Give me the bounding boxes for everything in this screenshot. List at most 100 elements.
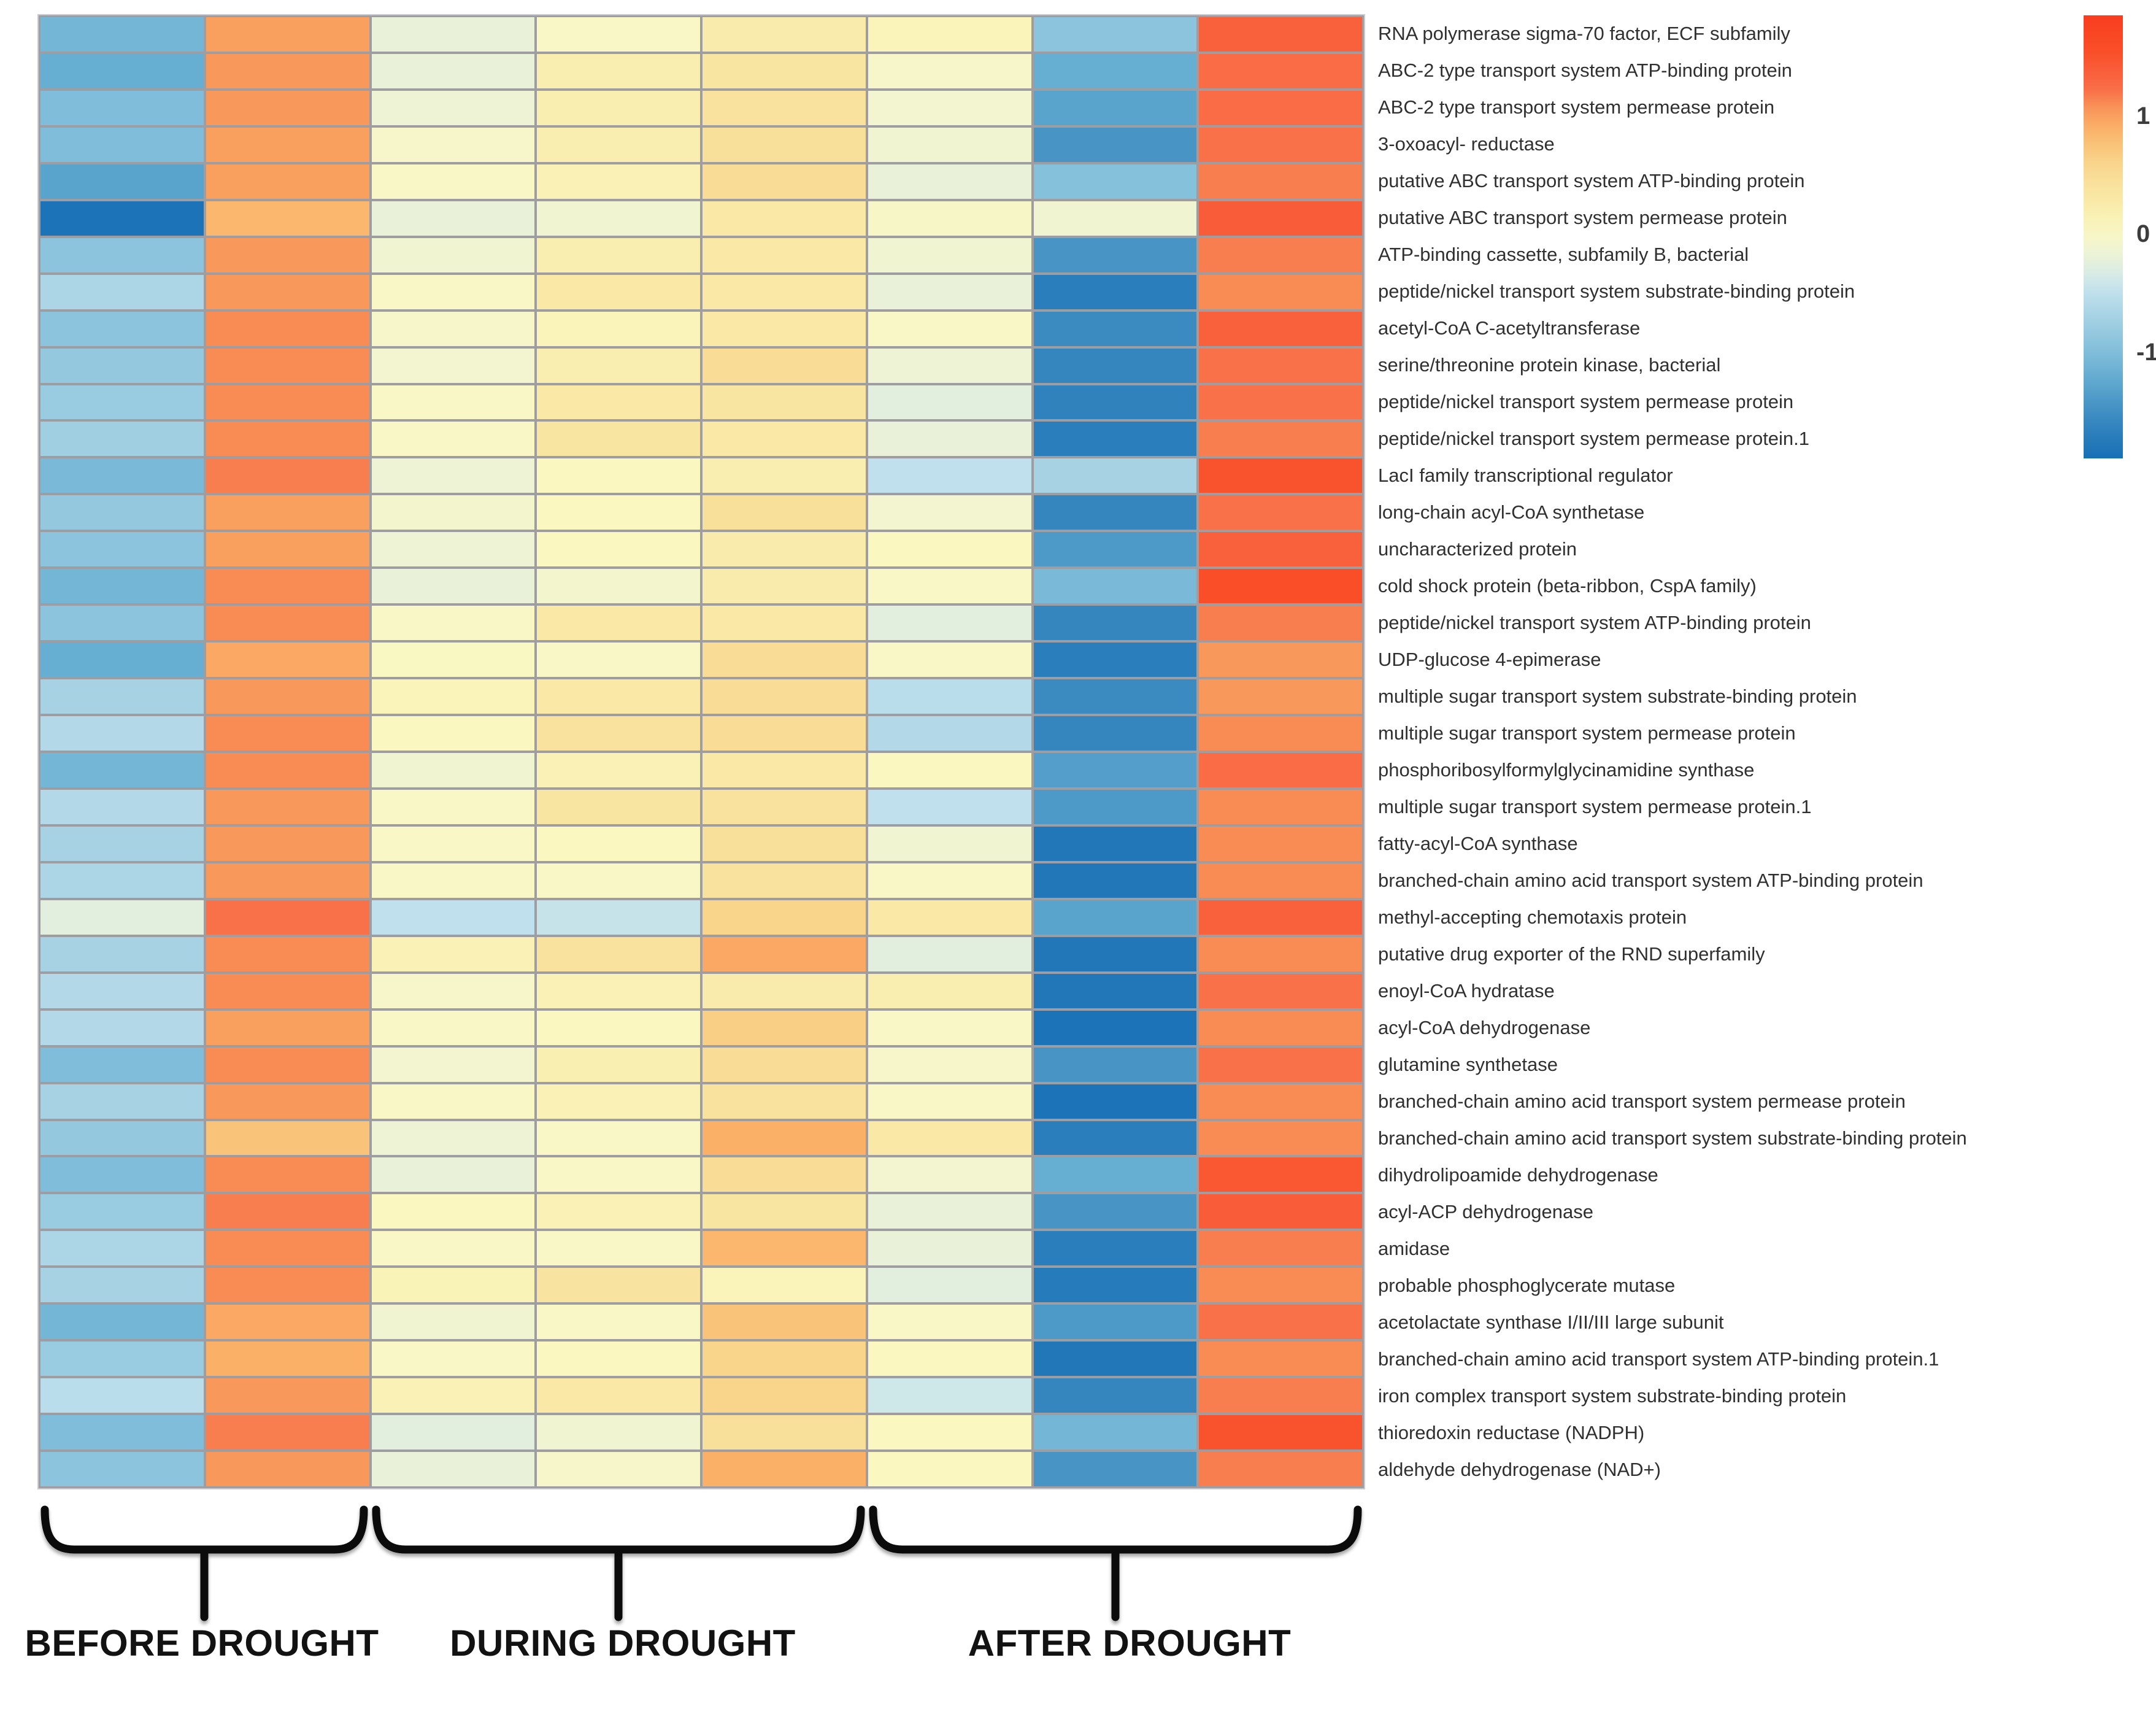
heatmap-cell bbox=[868, 201, 1031, 236]
heatmap-cell bbox=[372, 753, 535, 787]
heatmap-cell bbox=[1034, 643, 1197, 677]
row-label: RNA polymerase sigma-70 factor, ECF subf… bbox=[1378, 15, 1790, 52]
heatmap-cell bbox=[1199, 164, 1362, 199]
heatmap-cell bbox=[537, 1157, 700, 1192]
heatmap-cell bbox=[537, 532, 700, 566]
heatmap-cell bbox=[372, 1157, 535, 1192]
heatmap-cell bbox=[40, 1157, 204, 1192]
heatmap-cell bbox=[703, 312, 866, 346]
heatmap-cell bbox=[1034, 164, 1197, 199]
heatmap-cell bbox=[40, 716, 204, 751]
heatmap-cell bbox=[537, 1011, 700, 1045]
heatmap-cell bbox=[1034, 1452, 1197, 1486]
heatmap-cell bbox=[1034, 790, 1197, 824]
heatmap-cell bbox=[40, 1268, 204, 1302]
row-label: thioredoxin reductase (NADPH) bbox=[1378, 1415, 1644, 1451]
heatmap-cell bbox=[372, 422, 535, 456]
heatmap-cell bbox=[1034, 937, 1197, 971]
heatmap-cell bbox=[40, 458, 204, 493]
heatmap-cell bbox=[40, 827, 204, 861]
heatmap-cell bbox=[1034, 1157, 1197, 1192]
heatmap-cell bbox=[703, 17, 866, 52]
heatmap-cell bbox=[703, 1415, 866, 1450]
heatmap-cell bbox=[868, 1084, 1031, 1119]
heatmap-cell bbox=[1034, 1194, 1197, 1229]
heatmap-cell bbox=[537, 201, 700, 236]
heatmap-cell bbox=[1199, 863, 1362, 898]
heatmap-cell bbox=[703, 1084, 866, 1119]
heatmap-cell bbox=[372, 606, 535, 640]
heatmap-cell bbox=[537, 385, 700, 420]
heatmap-cell bbox=[868, 385, 1031, 420]
heatmap-cell bbox=[40, 1305, 204, 1339]
heatmap-cell bbox=[1199, 385, 1362, 420]
heatmap-cell bbox=[868, 1048, 1031, 1082]
heatmap-cell bbox=[40, 128, 204, 162]
heatmap-cell bbox=[206, 532, 369, 566]
heatmap-cell bbox=[703, 679, 866, 714]
heatmap-cell bbox=[537, 275, 700, 309]
heatmap-cell bbox=[703, 201, 866, 236]
heatmap-cell bbox=[372, 1341, 535, 1376]
heatmap-cell bbox=[868, 422, 1031, 456]
heatmap-cell bbox=[537, 643, 700, 677]
heatmap-cell bbox=[372, 1231, 535, 1265]
heatmap-cell bbox=[1034, 17, 1197, 52]
heatmap-cell bbox=[40, 1341, 204, 1376]
heatmap-cell bbox=[372, 900, 535, 935]
heatmap-cell bbox=[1034, 1084, 1197, 1119]
row-label: phosphoribosylformylglycinamidine syntha… bbox=[1378, 752, 1754, 789]
heatmap-cell bbox=[537, 128, 700, 162]
heatmap-cell bbox=[1034, 1305, 1197, 1339]
heatmap-cell bbox=[537, 1378, 700, 1413]
heatmap-cell bbox=[40, 422, 204, 456]
heatmap-cell bbox=[1199, 201, 1362, 236]
row-label: branched-chain amino acid transport syst… bbox=[1378, 1083, 1906, 1120]
group-bracket bbox=[873, 1510, 1358, 1617]
heatmap-cell bbox=[1034, 900, 1197, 935]
heatmap-cell bbox=[1034, 275, 1197, 309]
heatmap-cell bbox=[372, 91, 535, 125]
heatmap-cell bbox=[703, 1231, 866, 1265]
heatmap-cell bbox=[1034, 1415, 1197, 1450]
heatmap-cell bbox=[372, 974, 535, 1008]
heatmap-cell bbox=[206, 1305, 369, 1339]
row-label-column: RNA polymerase sigma-70 factor, ECF subf… bbox=[1378, 15, 2156, 1488]
heatmap-cell bbox=[703, 385, 866, 420]
heatmap-cell bbox=[537, 1415, 700, 1450]
legend-tick-label: -1 bbox=[2136, 339, 2156, 366]
heatmap-cell bbox=[372, 679, 535, 714]
row-label: branched-chain amino acid transport syst… bbox=[1378, 862, 1923, 899]
heatmap-cell bbox=[1199, 753, 1362, 787]
row-label: branched-chain amino acid transport syst… bbox=[1378, 1120, 1967, 1157]
heatmap-cell bbox=[1034, 1011, 1197, 1045]
heatmap-cell bbox=[868, 1157, 1031, 1192]
heatmap-cell bbox=[40, 863, 204, 898]
heatmap-cell bbox=[372, 790, 535, 824]
heatmap-cell bbox=[206, 1268, 369, 1302]
heatmap-cell bbox=[1034, 1378, 1197, 1413]
heatmap-cell bbox=[703, 863, 866, 898]
heatmap-cell bbox=[1034, 827, 1197, 861]
heatmap-cell bbox=[206, 349, 369, 383]
heatmap-cell bbox=[206, 91, 369, 125]
row-label: dihydrolipoamide dehydrogenase bbox=[1378, 1157, 1658, 1194]
heatmap-cell bbox=[372, 495, 535, 530]
heatmap-cell bbox=[537, 679, 700, 714]
heatmap-cell bbox=[40, 1084, 204, 1119]
heatmap-cell bbox=[372, 716, 535, 751]
heatmap-cell bbox=[1034, 128, 1197, 162]
heatmap-cell bbox=[537, 1121, 700, 1156]
heatmap-cell bbox=[372, 827, 535, 861]
heatmap-cell bbox=[1199, 1121, 1362, 1156]
heatmap-cell bbox=[868, 937, 1031, 971]
heatmap-cell bbox=[537, 1048, 700, 1082]
heatmap-cell bbox=[40, 1231, 204, 1265]
row-label: peptide/nickel transport system ATP-bind… bbox=[1378, 604, 1811, 641]
heatmap-cell bbox=[372, 1048, 535, 1082]
row-label: ABC-2 type transport system permease pro… bbox=[1378, 89, 1774, 126]
heatmap-cell bbox=[537, 1084, 700, 1119]
row-label: glutamine synthetase bbox=[1378, 1046, 1558, 1083]
heatmap-cell bbox=[40, 974, 204, 1008]
heatmap-cell bbox=[1199, 716, 1362, 751]
